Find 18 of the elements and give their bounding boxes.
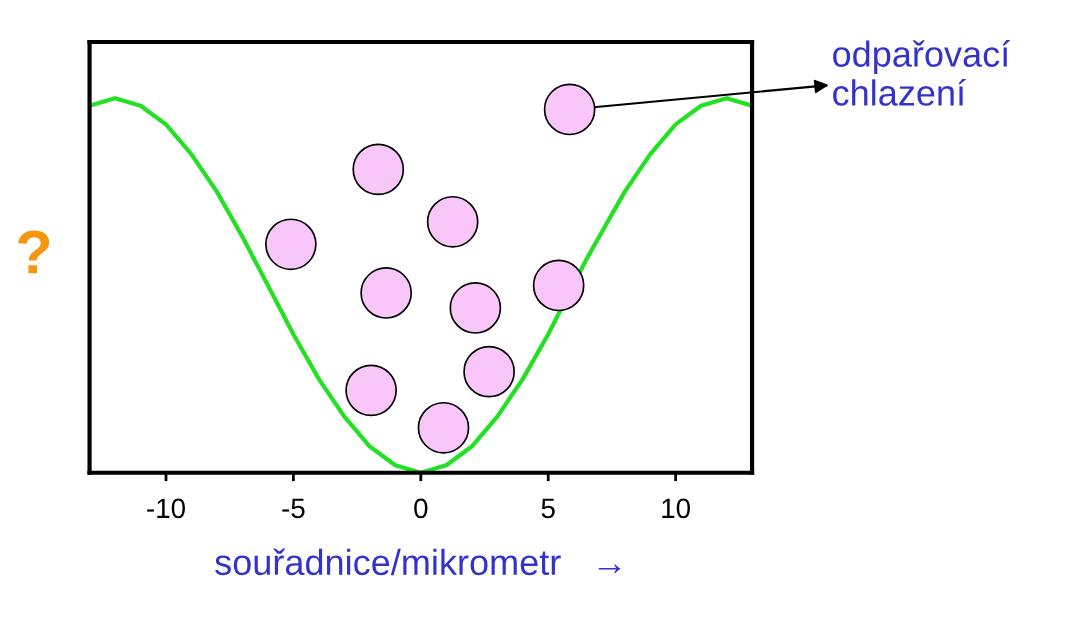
- point: [426, 195, 479, 248]
- x-tick-label: 5: [541, 498, 555, 519]
- point: [264, 218, 317, 271]
- y-axis-title: ?: [18, 230, 50, 274]
- point: [345, 364, 397, 417]
- annotation: odpařovací chlazení: [833, 39, 1011, 106]
- point: [463, 345, 515, 398]
- point: [352, 143, 405, 196]
- point: [360, 267, 413, 319]
- x-tick-label: -10: [147, 498, 185, 519]
- point: [417, 401, 470, 454]
- x-tick-label: 10: [662, 498, 690, 519]
- point: [532, 259, 585, 312]
- x-tick-label: -5: [282, 498, 305, 519]
- x-tick-label: 0: [414, 498, 428, 519]
- point: [543, 83, 596, 136]
- point: [449, 282, 502, 334]
- x-axis-title: souřadnice/mikrometr →: [215, 548, 621, 576]
